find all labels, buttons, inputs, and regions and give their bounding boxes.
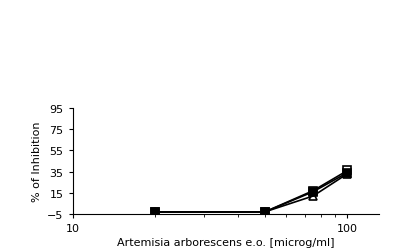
Artemisia arborescens e.o. bbox=[262, 211, 267, 214]
SLN1 bbox=[153, 211, 158, 214]
Legend: Artemisia arborescens e.o., SLN1, SLN2: Artemisia arborescens e.o., SLN1, SLN2 bbox=[78, 0, 259, 1]
Artemisia arborescens e.o. bbox=[345, 172, 350, 175]
SLN2 bbox=[153, 211, 158, 214]
Artemisia arborescens e.o. bbox=[153, 211, 158, 214]
Line: Artemisia arborescens e.o.: Artemisia arborescens e.o. bbox=[151, 170, 352, 216]
SLN2 bbox=[262, 211, 267, 214]
Y-axis label: % of Inhibition: % of Inhibition bbox=[31, 121, 42, 201]
SLN1 bbox=[311, 191, 316, 194]
SLN1 bbox=[262, 211, 267, 214]
SLN2 bbox=[345, 169, 350, 172]
SLN2 bbox=[311, 190, 316, 193]
SLN1 bbox=[345, 171, 350, 174]
X-axis label: Artemisia arborescens e.o. [microg/ml]: Artemisia arborescens e.o. [microg/ml] bbox=[117, 237, 334, 247]
Artemisia arborescens e.o. bbox=[311, 195, 316, 198]
Line: SLN2: SLN2 bbox=[151, 167, 352, 216]
Line: SLN1: SLN1 bbox=[151, 169, 352, 216]
